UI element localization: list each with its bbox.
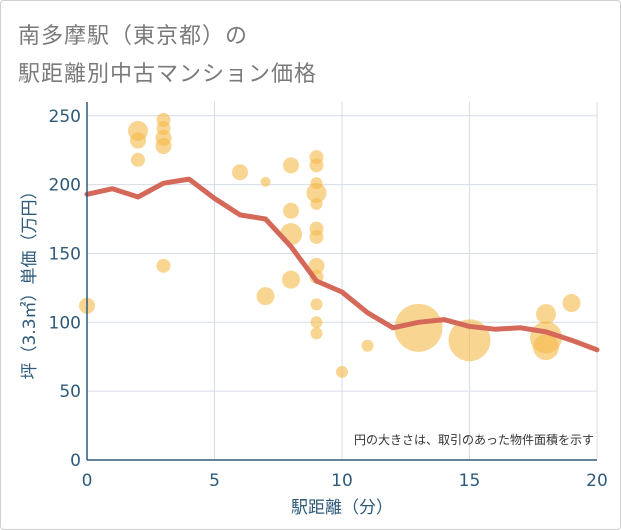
y-tick-label: 0	[70, 451, 81, 471]
y-tick-label: 250	[49, 107, 81, 127]
bubble-point	[310, 327, 323, 340]
bubble-point	[130, 132, 146, 149]
x-tick-label: 15	[459, 471, 481, 491]
bubble-point	[260, 176, 271, 187]
x-tick-label: 5	[209, 471, 220, 491]
bubble-point	[309, 229, 324, 244]
bubble-point	[533, 334, 559, 361]
y-tick-label: 150	[49, 244, 81, 264]
bubble-point	[232, 164, 248, 181]
y-tick-label: 50	[59, 382, 81, 402]
x-axis-label: 駅距離（分）	[291, 498, 393, 518]
y-tick-label: 100	[49, 313, 81, 333]
y-axis-label: 坪（3.3㎡）単価（万円）	[20, 182, 40, 379]
bubble-point	[310, 298, 323, 311]
axes	[86, 102, 597, 461]
bubble-point	[336, 365, 348, 378]
bubble-point	[155, 138, 172, 155]
x-tick-label: 10	[331, 471, 353, 491]
x-tick-label: 0	[82, 471, 93, 491]
bubble-point	[309, 158, 324, 173]
bubble-size-note: 円の大きさは、取引のあった物件面積を示す	[354, 432, 594, 447]
bubble-point	[156, 258, 171, 273]
bubble-point	[562, 294, 581, 313]
bubble-point	[131, 152, 145, 167]
x-tick-label: 20	[586, 471, 608, 491]
bubble-point	[310, 197, 323, 210]
bubble-point	[282, 270, 300, 289]
bubble-point	[310, 316, 323, 329]
bubble-point	[283, 202, 299, 219]
bubble-point	[256, 287, 275, 306]
bubble-point	[283, 157, 299, 174]
chart-title-line-1: 南多摩駅（東京都）の	[18, 24, 249, 49]
y-tick-label: 200	[49, 176, 81, 196]
bubble-point	[308, 257, 325, 274]
bubble-point	[536, 304, 556, 325]
chart-title-line-2: 駅距離別中古マンション価格	[18, 62, 318, 87]
trend-line	[84, 176, 600, 353]
bubble-point	[394, 303, 443, 352]
bubble-point	[306, 182, 327, 203]
bubble-point	[361, 339, 374, 352]
